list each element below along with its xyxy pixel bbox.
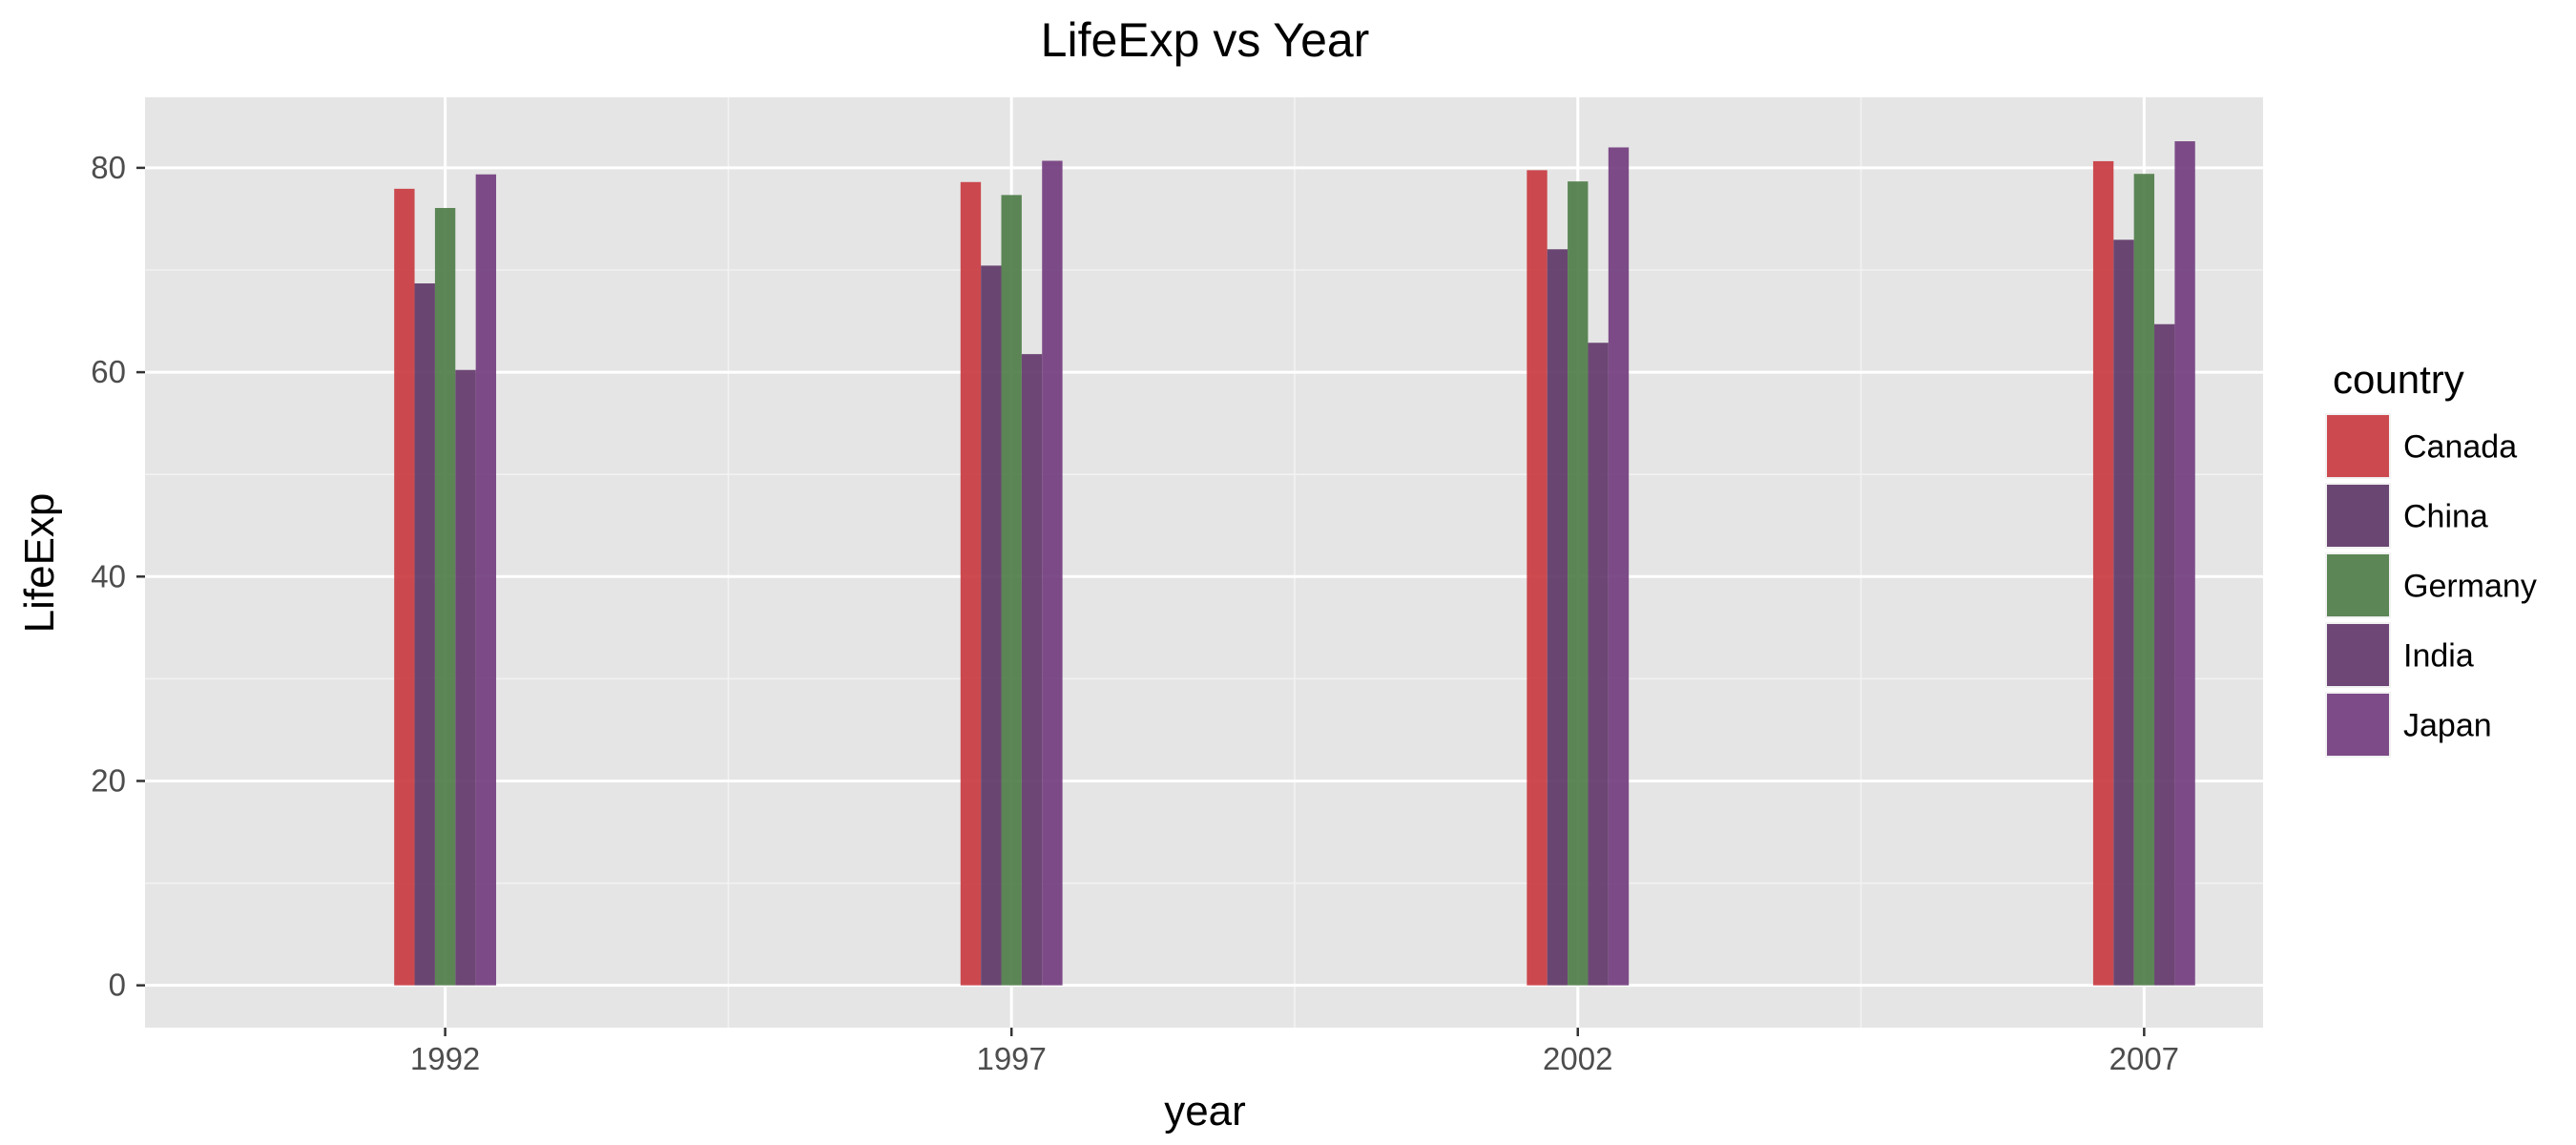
bar-japan-2002 — [1608, 147, 1630, 986]
bar-japan-1992 — [475, 174, 497, 986]
legend-label-china: China — [2403, 499, 2488, 535]
y-tick-label: 40 — [91, 558, 126, 593]
x-tick-label: 1997 — [976, 1041, 1046, 1076]
x-tick-label: 2002 — [1543, 1041, 1612, 1076]
legend-swatch-india — [2327, 624, 2389, 686]
bar-germany-2007 — [2133, 174, 2155, 986]
legend-title: country — [2333, 357, 2464, 402]
bar-india-2002 — [1588, 343, 1609, 986]
bar-germany-2002 — [1568, 181, 1589, 986]
bar-china-2002 — [1547, 249, 1568, 986]
bar-japan-2007 — [2174, 141, 2195, 986]
bar-canada-2002 — [1527, 170, 1548, 986]
legend-label-germany: Germany — [2403, 569, 2537, 605]
bars — [394, 141, 2195, 986]
legend-swatch-japan — [2327, 694, 2389, 756]
bar-india-1992 — [455, 369, 476, 986]
x-tick-label: 2007 — [2109, 1041, 2179, 1076]
legend: country Canada China Germany India Japan — [2325, 357, 2537, 758]
bar-japan-1997 — [1042, 160, 1063, 986]
y-tick-label: 80 — [91, 150, 126, 185]
legend-label-canada: Canada — [2403, 429, 2517, 466]
legend-swatch-china — [2327, 485, 2389, 547]
legend-label-india: India — [2403, 638, 2474, 675]
bar-canada-1997 — [960, 181, 982, 986]
bar-canada-2007 — [2092, 160, 2114, 986]
legend-swatch-germany — [2327, 554, 2389, 616]
y-tick-label: 60 — [91, 354, 126, 389]
x-tick-label: 1992 — [410, 1041, 480, 1076]
bar-india-2007 — [2154, 323, 2175, 986]
legend-swatch-canada — [2327, 415, 2389, 477]
chart-title: LifeExp vs Year — [1041, 13, 1370, 67]
axes: 0 20 40 60 80 1992 1997 2002 2007 — [91, 150, 2179, 1076]
plot-panel — [145, 97, 2263, 1028]
bar-china-1997 — [981, 265, 1002, 986]
y-tick-label: 0 — [109, 968, 126, 1003]
legend-label-japan: Japan — [2403, 708, 2492, 744]
bar-germany-1992 — [434, 207, 456, 986]
bar-china-1992 — [414, 283, 435, 986]
bar-china-2007 — [2113, 239, 2134, 986]
x-axis-title: year — [1164, 1088, 1246, 1135]
bar-germany-1997 — [1001, 195, 1022, 986]
y-tick-label: 20 — [91, 762, 126, 798]
bar-india-1997 — [1021, 354, 1043, 986]
y-axis-title: LifeExp — [16, 493, 63, 634]
bar-canada-1992 — [394, 188, 415, 986]
